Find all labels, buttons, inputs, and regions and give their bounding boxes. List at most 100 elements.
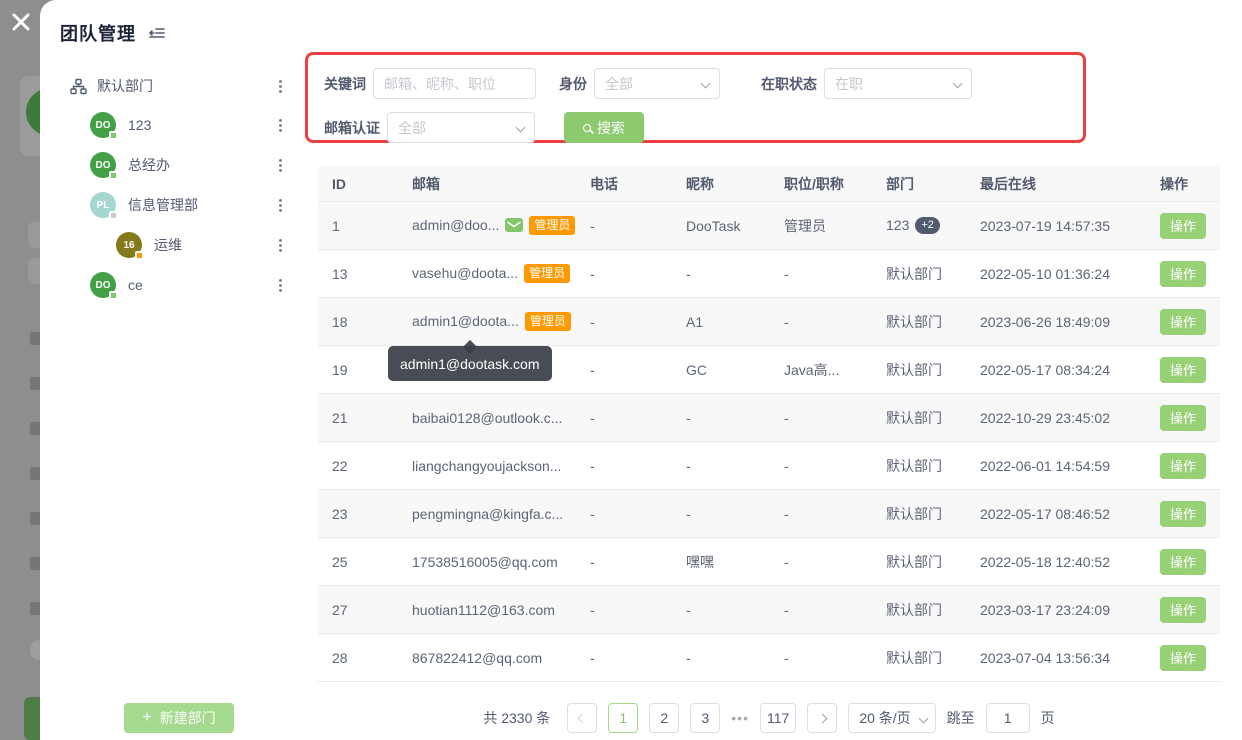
cell-email: pengmingna@kingfa.c... [412,505,564,522]
background-shape [30,467,40,480]
cell-department: 默认部门 [886,457,942,474]
page-title-text: 团队管理 [60,24,136,44]
cell-id: 23 [332,505,348,522]
admin-badge: 管理员 [524,264,571,283]
table-header: ID 邮箱 电话 昵称 职位/职称 部门 最后在线 操作 [318,166,1220,202]
status-dot [135,251,144,260]
cell-phone: - [590,217,595,234]
row-action-button[interactable]: 操作 [1160,212,1206,239]
row-action-button[interactable]: 操作 [1160,596,1206,623]
cell-phone: - [590,601,595,618]
row-action-button[interactable]: 操作 [1160,356,1206,383]
page-size-select[interactable]: 20 条/页 [848,703,936,733]
background-shape [28,258,40,284]
email-text: vasehu@doota... [412,265,519,282]
new-department-button[interactable]: + 新建部门 [124,703,234,733]
cell-title: - [784,553,789,570]
cell-last-online: 2022-05-18 12:40:52 [980,553,1110,570]
email-verify-select[interactable]: 全部 [387,112,535,143]
row-action-button[interactable]: 操作 [1160,404,1206,431]
close-button[interactable] [8,9,34,35]
row-action-button[interactable]: 操作 [1160,500,1206,527]
sidebar-item-label: 运维 [154,237,182,253]
status-dot [109,131,118,140]
sidebar-item-ce[interactable]: DO ce [40,267,300,303]
department-avatar: DO [90,272,118,300]
keyword-input[interactable] [373,68,536,99]
chevron-down-icon [700,78,711,89]
cell-phone: - [590,649,595,666]
background-shape [30,332,40,345]
cell-email: liangchangyoujackson... [412,457,562,474]
email-tooltip: admin1@dootask.com [388,346,552,381]
prev-page-button[interactable] [567,703,598,733]
cell-id: 28 [332,649,348,666]
page-button-1[interactable]: 1 [608,703,639,733]
table-row: 22 liangchangyoujackson... - - - 默认部门 20… [318,442,1220,490]
page-button-3[interactable]: 3 [690,703,721,733]
background-shape [30,557,40,570]
sidebar-item-yunwei[interactable]: 16 运维 [40,227,300,263]
members-table: ID 邮箱 电话 昵称 职位/职称 部门 最后在线 操作 1 admin@doo… [318,166,1220,682]
table-row: 1 admin@doo... 管理员 - DooTask 管理员 123 +2 … [318,202,1220,250]
sidebar-item-123[interactable]: DO 123 [40,107,300,143]
close-icon [12,13,30,31]
status-select[interactable]: 在职 [824,68,972,99]
background-avatar [26,88,40,136]
page-button-2[interactable]: 2 [649,703,680,733]
cell-title: Java高... [784,361,840,378]
page-button-last[interactable]: 117 [759,703,797,733]
jump-page-input[interactable] [985,703,1030,733]
cell-email: admin@doo... 管理员 [398,216,576,235]
cell-department: 默认部门 [886,361,942,378]
sidebar-item-xinxiguanlibu[interactable]: PL 信息管理部 [40,187,300,223]
department-menu-icon[interactable] [272,235,288,255]
background-shape [30,640,40,660]
cell-id: 22 [332,457,348,474]
cell-nickname: - [686,601,691,618]
avatar-text: 16 [123,239,135,251]
cell-last-online: 2023-07-04 13:56:34 [980,649,1110,666]
table-row: 13 vasehu@doota... 管理员 - - - 默认部门 2022-0… [318,250,1220,298]
next-page-button[interactable] [807,703,838,733]
department-menu-icon[interactable] [272,275,288,295]
avatar-text: DO [95,279,111,291]
department-menu-icon[interactable] [272,155,288,175]
sidebar-item-root-department[interactable]: 默认部门 [40,68,300,104]
sidebar-item-zongjingban[interactable]: DO 总经办 [40,147,300,183]
row-action-button[interactable]: 操作 [1160,308,1206,335]
table-row: 23 pengmingna@kingfa.c... - - - 默认部门 202… [318,490,1220,538]
email-text: admin1@doota... [412,313,519,330]
department-menu-icon[interactable] [272,115,288,135]
cell-title: 管理员 [784,217,826,234]
cell-id: 25 [332,553,348,570]
department-menu-icon[interactable] [272,76,288,96]
row-action-button[interactable]: 操作 [1160,548,1206,575]
row-action-button[interactable]: 操作 [1160,452,1206,479]
row-action-button[interactable]: 操作 [1160,260,1206,287]
collapse-sidebar-icon[interactable] [148,24,166,42]
org-chart-icon [70,78,87,95]
row-action-button[interactable]: 操作 [1160,644,1206,671]
cell-department: 默认部门 [886,313,942,330]
cell-id: 27 [332,601,348,618]
page-title: 团队管理 [60,20,166,46]
cell-id: 18 [332,313,348,330]
page-size-value: 20 条/页 [859,710,911,726]
identity-select[interactable]: 全部 [594,68,720,99]
col-header-department: 部门 [886,175,914,192]
department-menu-icon[interactable] [272,195,288,215]
cell-phone: - [590,361,595,378]
team-management-modal: 团队管理 默认部门 DO 123 DO [40,0,1242,740]
email-verify-label: 邮箱认证 [324,119,380,136]
department-text: 123 [886,217,910,234]
cell-last-online: 2023-03-17 23:24:09 [980,601,1110,618]
cell-phone: - [590,505,595,522]
table-row: 28 867822412@qq.com - - - 默认部门 2023-07-0… [318,634,1220,682]
search-button[interactable]: 搜索 [564,112,644,143]
avatar-text: DO [95,119,111,131]
new-department-label: 新建部门 [159,710,216,726]
more-departments-badge[interactable]: +2 [915,217,940,234]
search-icon [583,123,591,132]
admin-badge: 管理员 [524,312,571,331]
